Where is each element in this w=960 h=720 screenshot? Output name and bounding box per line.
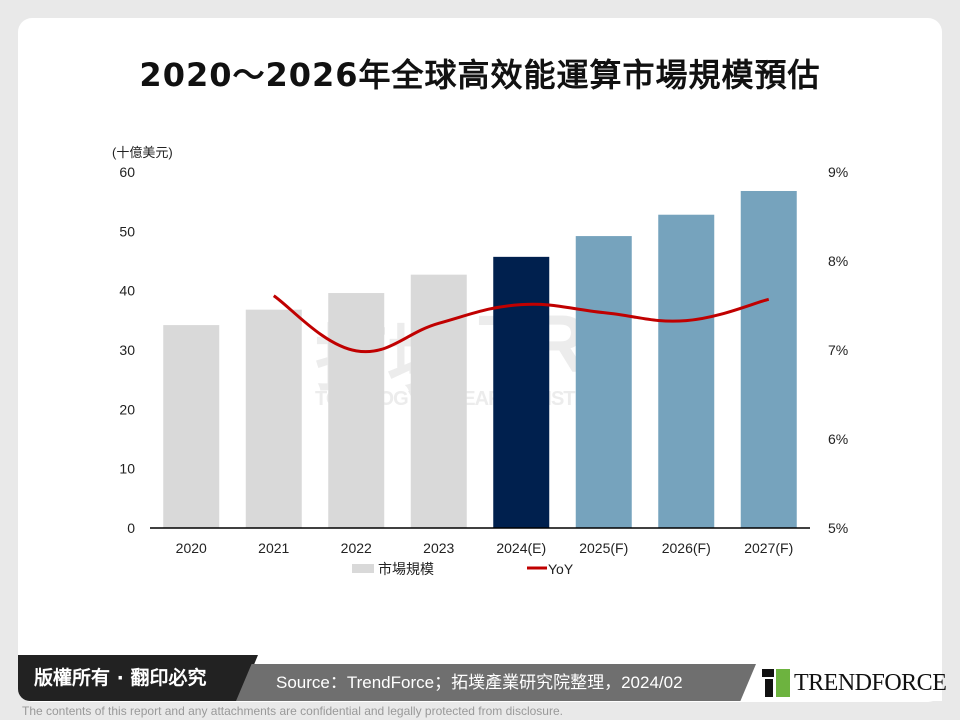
bar-2027(F)	[740, 190, 797, 528]
right-tick-label: 5%	[828, 520, 848, 536]
x-tick-label: 2021	[258, 540, 289, 556]
x-tick-label: 2023	[423, 540, 454, 556]
chart-title: 2020～2026年全球高效能運算市場規模預估	[139, 56, 821, 94]
legend-swatch-market	[352, 564, 374, 573]
bar-2024(E)	[493, 256, 550, 528]
left-tick-label: 50	[119, 223, 135, 239]
right-tick-label: 6%	[828, 431, 848, 447]
trendforce-logo: TRENDFORCE	[762, 668, 947, 698]
copyright-banner: 版權所有 · 翻印必究	[18, 655, 258, 701]
trendforce-logo-text: TRENDFORCE	[794, 669, 947, 696]
disclaimer: The contents of this report and any atta…	[22, 704, 563, 718]
yoy-line	[272, 294, 770, 354]
bar-2026(F)	[658, 214, 715, 528]
bar-2022	[328, 293, 385, 528]
right-tick-label: 7%	[828, 342, 848, 358]
x-tick-label: 2025(F)	[579, 540, 628, 556]
left-tick-label: 0	[127, 520, 135, 536]
source-banner: Source：TrendForce；拓墣產業研究院整理，2024/02	[236, 664, 756, 701]
x-tick-label: 2024(E)	[496, 540, 546, 556]
trendforce-logo-icon	[762, 669, 790, 697]
left-tick-label: 10	[119, 461, 135, 477]
y-axis-unit: (十億美元)	[112, 145, 173, 160]
x-tick-label: 2027(F)	[744, 540, 793, 556]
legend-label-yoy: YoY	[548, 561, 574, 577]
right-tick-label: 9%	[828, 164, 848, 180]
x-tick-label: 2022	[341, 540, 372, 556]
x-tick-label: 2020	[176, 540, 207, 556]
legend-label-market: 市場規模	[378, 561, 434, 577]
bar-2021	[245, 309, 302, 528]
left-tick-label: 60	[119, 164, 135, 180]
footer-logo-area	[740, 636, 942, 701]
bar-2020	[163, 325, 220, 528]
left-tick-label: 30	[119, 342, 135, 358]
x-tick-label: 2026(F)	[662, 540, 711, 556]
bar-2025(F)	[575, 236, 632, 528]
left-tick-label: 40	[119, 283, 135, 299]
right-tick-label: 8%	[828, 253, 848, 269]
bar-2023	[410, 274, 467, 528]
left-tick-label: 20	[119, 401, 135, 417]
